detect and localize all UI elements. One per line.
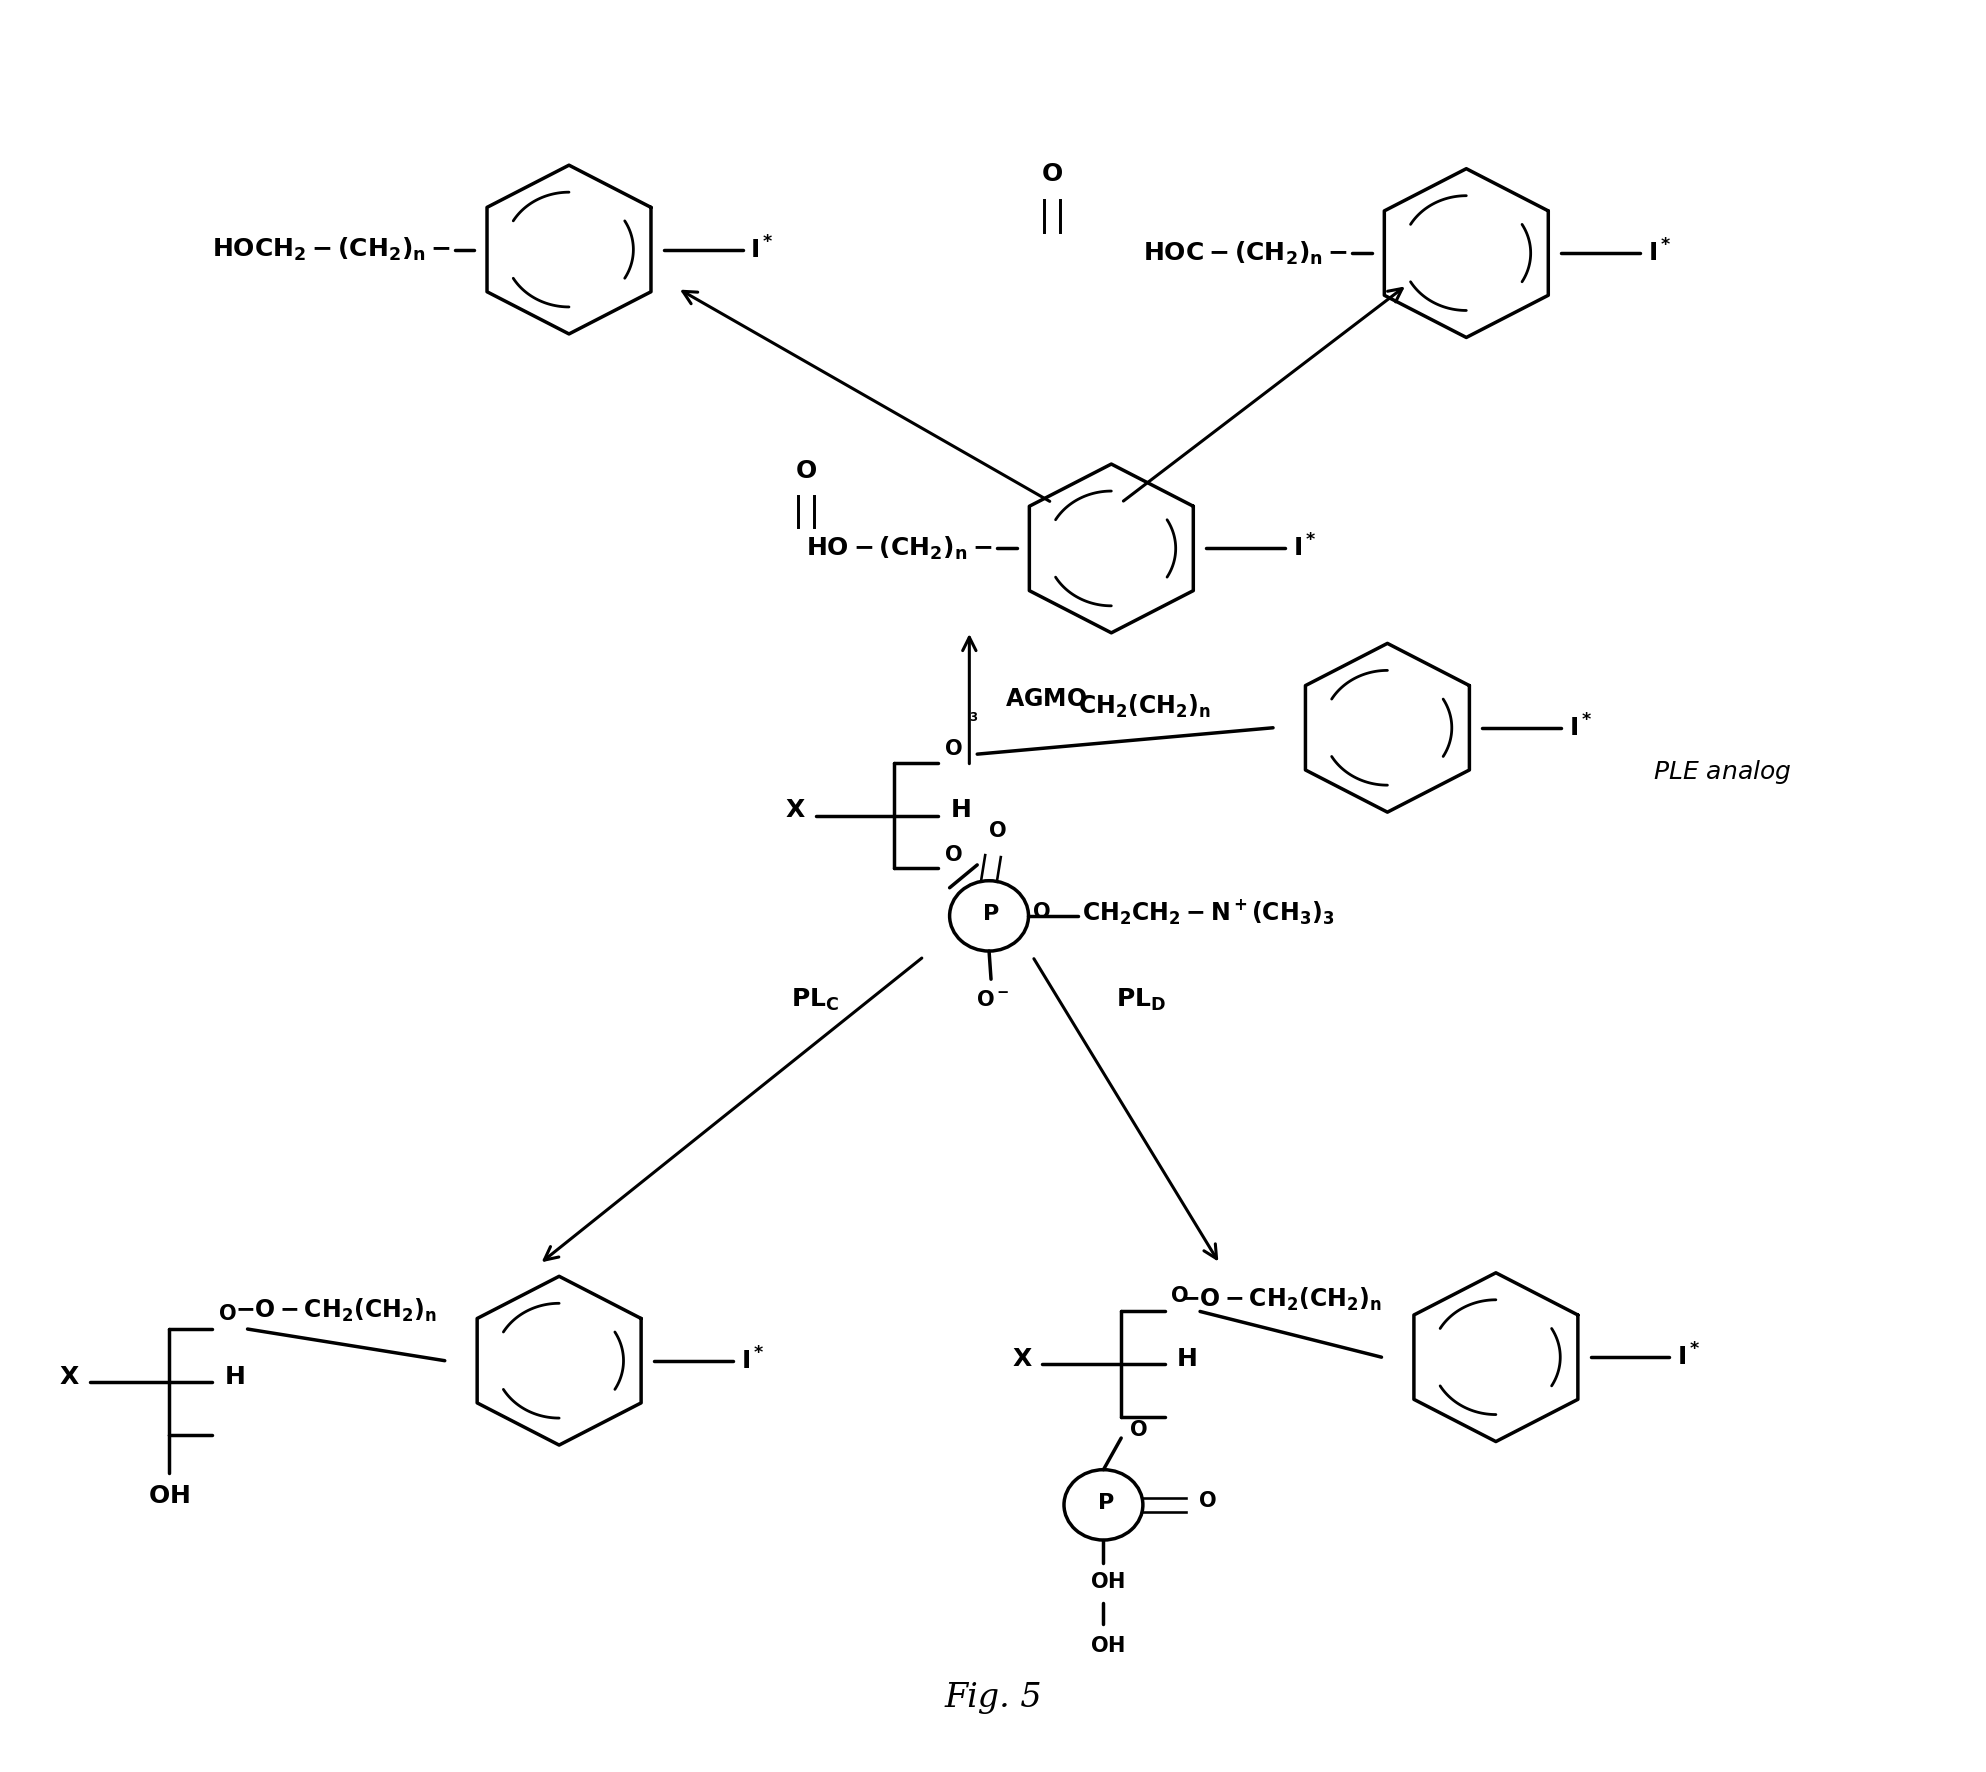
Text: $\mathbf{O}$: $\mathbf{O}$: [1198, 1492, 1217, 1512]
Text: $\mathbf{AGMO}$: $\mathbf{AGMO}$: [1005, 688, 1086, 711]
Text: $\mathbf{OH}$: $\mathbf{OH}$: [1090, 1572, 1124, 1593]
Text: $\mathbf{O}$: $\mathbf{O}$: [218, 1304, 236, 1324]
Text: $\mathbf{X}$: $\mathbf{X}$: [60, 1364, 79, 1389]
Text: Fig. 5: Fig. 5: [943, 1682, 1043, 1714]
Text: $\mathit{PLE\ analog}$: $\mathit{PLE\ analog}$: [1654, 758, 1791, 785]
Text: $\mathbf{PL_D}$: $\mathbf{PL_D}$: [1116, 987, 1166, 1014]
Text: $\mathbf{-O-CH_2(CH_2)_n}$: $\mathbf{-O-CH_2(CH_2)_n}$: [1180, 1286, 1382, 1313]
Text: $\mathbf{CH_2CH_2-N^+(CH_3)_3}$: $\mathbf{CH_2CH_2-N^+(CH_3)_3}$: [1082, 898, 1335, 927]
Text: $\mathbf{O}$: $\mathbf{O}$: [1041, 161, 1063, 186]
Text: $\mathbf{P}$: $\mathbf{P}$: [1096, 1494, 1114, 1513]
Text: $\mathbf{PL_C}$: $\mathbf{PL_C}$: [790, 987, 840, 1014]
Text: $\mathbf{O}$: $\mathbf{O}$: [1130, 1421, 1148, 1441]
Text: $\mathbf{I^*}$: $\mathbf{I^*}$: [1648, 239, 1672, 266]
Text: $\mathbf{O}$: $\mathbf{O}$: [794, 459, 816, 484]
Text: $\mathbf{H}$: $\mathbf{H}$: [949, 799, 971, 822]
Text: $\mathbf{H}$: $\mathbf{H}$: [1176, 1347, 1198, 1372]
Text: $\mathbf{I^*}$: $\mathbf{I^*}$: [1569, 714, 1593, 741]
Text: $\mathbf{CH_2(CH_2)_n}$: $\mathbf{CH_2(CH_2)_n}$: [1078, 693, 1211, 719]
Text: $\mathbf{I^*}$: $\mathbf{I^*}$: [751, 236, 775, 264]
Text: $\mathbf{O}$: $\mathbf{O}$: [943, 739, 963, 760]
Text: $\mathbf{X}$: $\mathbf{X}$: [1011, 1347, 1033, 1372]
Text: $\mathbf{O}$: $\mathbf{O}$: [987, 822, 1007, 842]
Text: $\mathbf{O}$: $\mathbf{O}$: [1033, 902, 1051, 923]
Text: $\mathbf{H}$: $\mathbf{H}$: [224, 1364, 244, 1389]
Text: $\mathbf{P}$: $\mathbf{P}$: [983, 904, 999, 925]
Text: $\mathbf{O}$: $\mathbf{O}$: [943, 845, 963, 865]
Text: $\mathbf{HO-(CH_2)_n-}$: $\mathbf{HO-(CH_2)_n-}$: [806, 535, 993, 562]
Text: $\mathbf{I^*}$: $\mathbf{I^*}$: [1293, 535, 1317, 562]
Text: $\mathbf{I^*}$: $\mathbf{I^*}$: [1678, 1343, 1702, 1372]
Text: $\mathbf{HOC-(CH_2)_n-}$: $\mathbf{HOC-(CH_2)_n-}$: [1144, 239, 1348, 266]
Text: $\mathbf{^3}$: $\mathbf{^3}$: [969, 714, 979, 732]
Text: $\mathbf{OH}$: $\mathbf{OH}$: [147, 1483, 189, 1508]
Text: $\mathbf{I^*}$: $\mathbf{I^*}$: [741, 1347, 765, 1375]
Text: $\mathbf{HOCH_2-(CH_2)_n-}$: $\mathbf{HOCH_2-(CH_2)_n-}$: [213, 236, 451, 264]
Text: $\mathbf{O}$: $\mathbf{O}$: [1170, 1286, 1190, 1306]
Text: $\mathbf{OH}$: $\mathbf{OH}$: [1090, 1636, 1124, 1655]
Text: $\mathbf{-O-CH_2(CH_2)_n}$: $\mathbf{-O-CH_2(CH_2)_n}$: [234, 1297, 437, 1324]
Text: $\mathbf{O^-}$: $\mathbf{O^-}$: [977, 991, 1009, 1010]
Text: $\mathbf{X}$: $\mathbf{X}$: [784, 799, 806, 822]
